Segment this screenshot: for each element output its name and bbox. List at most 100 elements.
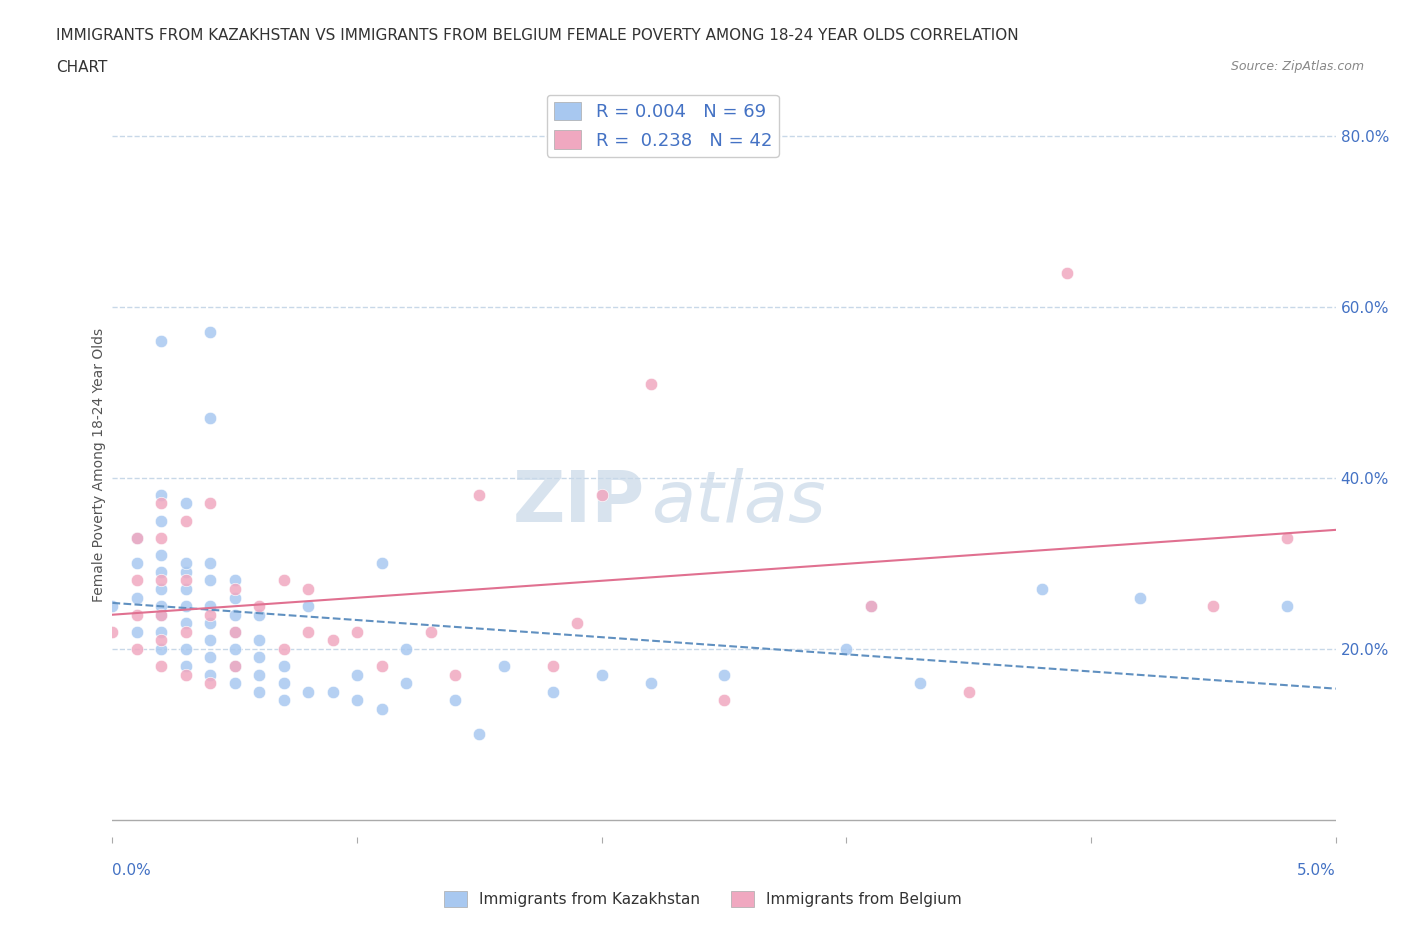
Point xyxy=(174,573,197,588)
Point xyxy=(859,599,882,614)
Point xyxy=(444,667,467,682)
Point xyxy=(174,624,197,639)
Point xyxy=(1202,599,1225,614)
Text: CHART: CHART xyxy=(56,60,108,75)
Point xyxy=(247,633,270,648)
Point xyxy=(150,513,173,528)
Point xyxy=(957,684,980,699)
Point xyxy=(174,556,197,571)
Point xyxy=(125,573,148,588)
Point xyxy=(150,334,173,349)
Point xyxy=(395,642,418,657)
Point xyxy=(346,667,368,682)
Point xyxy=(297,581,319,596)
Point xyxy=(101,599,124,614)
Point xyxy=(200,607,222,622)
Point xyxy=(125,607,148,622)
Point xyxy=(346,693,368,708)
Point xyxy=(247,599,270,614)
Point xyxy=(174,581,197,596)
Point xyxy=(224,675,246,690)
Point xyxy=(200,633,222,648)
Point xyxy=(125,530,148,545)
Point xyxy=(174,496,197,511)
Point xyxy=(444,693,467,708)
Point xyxy=(150,573,173,588)
Point xyxy=(247,607,270,622)
Point xyxy=(322,684,344,699)
Point xyxy=(125,556,148,571)
Point xyxy=(150,530,173,545)
Point xyxy=(174,658,197,673)
Point xyxy=(859,599,882,614)
Point xyxy=(224,642,246,657)
Point xyxy=(395,675,418,690)
Point xyxy=(174,513,197,528)
Point xyxy=(567,616,589,631)
Point xyxy=(224,607,246,622)
Point xyxy=(125,530,148,545)
Point xyxy=(200,556,222,571)
Point xyxy=(224,624,246,639)
Point xyxy=(1129,591,1152,605)
Point xyxy=(370,556,392,571)
Point xyxy=(322,633,344,648)
Point xyxy=(713,667,735,682)
Point xyxy=(174,565,197,579)
Text: atlas: atlas xyxy=(651,468,825,537)
Point xyxy=(150,565,173,579)
Point xyxy=(713,693,735,708)
Point xyxy=(1275,530,1298,545)
Text: Source: ZipAtlas.com: Source: ZipAtlas.com xyxy=(1230,60,1364,73)
Point xyxy=(640,675,662,690)
Point xyxy=(297,624,319,639)
Point xyxy=(200,325,222,339)
Point xyxy=(150,658,173,673)
Point xyxy=(200,496,222,511)
Point xyxy=(1031,581,1053,596)
Point xyxy=(150,548,173,563)
Text: IMMIGRANTS FROM KAZAKHSTAN VS IMMIGRANTS FROM BELGIUM FEMALE POVERTY AMONG 18-24: IMMIGRANTS FROM KAZAKHSTAN VS IMMIGRANTS… xyxy=(56,28,1019,43)
Point xyxy=(224,658,246,673)
Point xyxy=(835,642,858,657)
Point xyxy=(150,633,173,648)
Point xyxy=(174,616,197,631)
Point xyxy=(346,624,368,639)
Point xyxy=(150,599,173,614)
Point xyxy=(125,642,148,657)
Point xyxy=(541,684,564,699)
Point xyxy=(174,599,197,614)
Point xyxy=(125,624,148,639)
Point xyxy=(150,607,173,622)
Text: 0.0%: 0.0% xyxy=(112,863,152,878)
Point xyxy=(200,410,222,425)
Point xyxy=(541,658,564,673)
Point xyxy=(200,573,222,588)
Point xyxy=(150,581,173,596)
Point xyxy=(224,581,246,596)
Point xyxy=(150,607,173,622)
Point xyxy=(200,599,222,614)
Point xyxy=(150,642,173,657)
Point xyxy=(247,684,270,699)
Y-axis label: Female Poverty Among 18-24 Year Olds: Female Poverty Among 18-24 Year Olds xyxy=(91,328,105,602)
Point xyxy=(247,667,270,682)
Point xyxy=(101,624,124,639)
Point xyxy=(591,667,613,682)
Point xyxy=(273,658,295,673)
Text: ZIP: ZIP xyxy=(512,468,644,537)
Point xyxy=(224,573,246,588)
Point xyxy=(224,658,246,673)
Point xyxy=(908,675,931,690)
Text: 5.0%: 5.0% xyxy=(1296,863,1336,878)
Legend: Immigrants from Kazakhstan, Immigrants from Belgium: Immigrants from Kazakhstan, Immigrants f… xyxy=(439,884,967,913)
Point xyxy=(297,599,319,614)
Point xyxy=(273,693,295,708)
Point xyxy=(273,642,295,657)
Point xyxy=(273,573,295,588)
Point xyxy=(297,684,319,699)
Point xyxy=(419,624,441,639)
Point xyxy=(468,487,491,502)
Point xyxy=(224,624,246,639)
Point xyxy=(150,496,173,511)
